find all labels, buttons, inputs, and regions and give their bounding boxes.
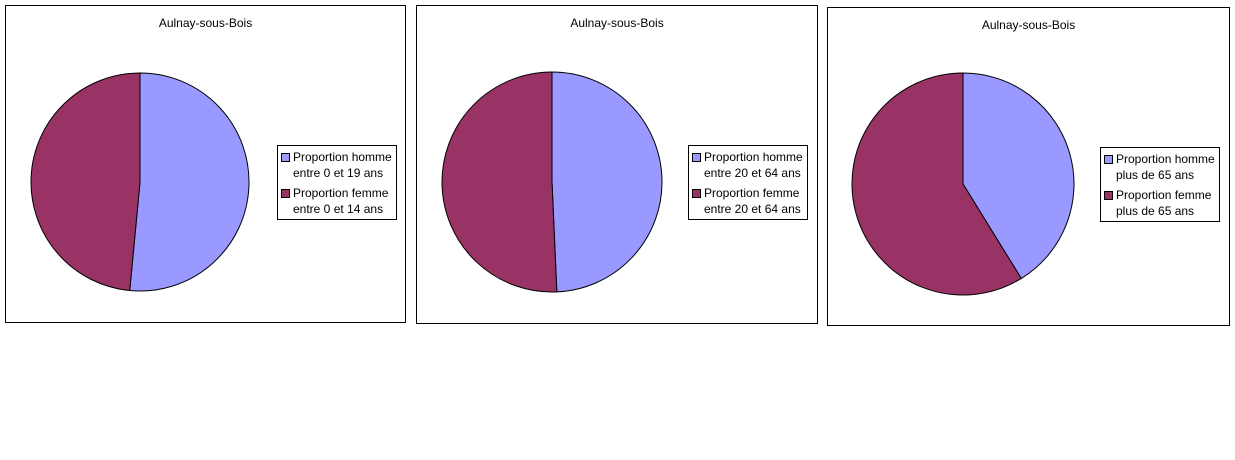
legend-label-line2: plus de 65 ans [1116, 204, 1195, 218]
legend-swatch-femme [1104, 191, 1113, 200]
pie-plot [851, 72, 1075, 296]
pie-plot [30, 72, 250, 292]
legend-entry-homme: Proportion homme plus de 65 ans [1104, 151, 1215, 183]
pie-chart-age-65-plus: Aulnay-sous-Bois Proportion homme plus d… [827, 7, 1230, 326]
legend-swatch-femme [281, 189, 290, 198]
pie-slice-homme [962, 72, 1075, 280]
legend-entry-femme: Proportion femme plus de 65 ans [1104, 187, 1215, 219]
legend-swatch-femme [692, 189, 701, 198]
legend-label-line1: Proportion homme [704, 150, 803, 164]
pie-plot [441, 71, 663, 293]
pie-slice-femme [30, 72, 141, 292]
pie-slice-femme [441, 71, 558, 293]
legend-label-line2: plus de 65 ans [1116, 168, 1195, 182]
legend-entry-femme: Proportion femme entre 20 et 64 ans [692, 185, 803, 217]
legend-entry-homme: Proportion homme entre 0 et 19 ans [281, 149, 392, 181]
legend-label-line2: entre 20 et 64 ans [704, 166, 801, 180]
chart-title: Aulnay-sous-Bois [981, 18, 1076, 32]
chart-legend: Proportion homme entre 20 et 64 ans Prop… [688, 145, 808, 220]
legend-label-line1: Proportion homme [293, 150, 392, 164]
legend-label-line2: entre 0 et 14 ans [293, 202, 384, 216]
pie-slice-homme [129, 72, 250, 292]
legend-swatch-homme [692, 153, 701, 162]
chart-title: Aulnay-sous-Bois [570, 16, 664, 30]
pie-chart-age-20-64: Aulnay-sous-Bois Proportion homme entre … [416, 5, 818, 324]
legend-entry-femme: Proportion femme entre 0 et 14 ans [281, 185, 392, 217]
legend-label-line2: entre 20 et 64 ans [704, 202, 801, 216]
legend-entry-homme: Proportion homme entre 20 et 64 ans [692, 149, 803, 181]
legend-label-line1: Proportion homme [1116, 152, 1215, 166]
legend-swatch-homme [1104, 155, 1113, 164]
legend-swatch-homme [281, 153, 290, 162]
pie-chart-age-0-19: Aulnay-sous-Bois Proportion homme entre … [5, 5, 406, 323]
legend-label-line1: Proportion femme [1116, 188, 1212, 202]
pie-slice-femme [851, 72, 1022, 296]
legend-label-line1: Proportion femme [293, 186, 389, 200]
legend-label-line1: Proportion femme [704, 186, 800, 200]
pie-slice-homme [551, 71, 663, 293]
legend-label-line2: entre 0 et 19 ans [293, 166, 384, 180]
chart-legend: Proportion homme entre 0 et 19 ans Propo… [277, 145, 397, 220]
chart-legend: Proportion homme plus de 65 ans Proporti… [1100, 147, 1220, 222]
chart-title: Aulnay-sous-Bois [158, 16, 253, 30]
